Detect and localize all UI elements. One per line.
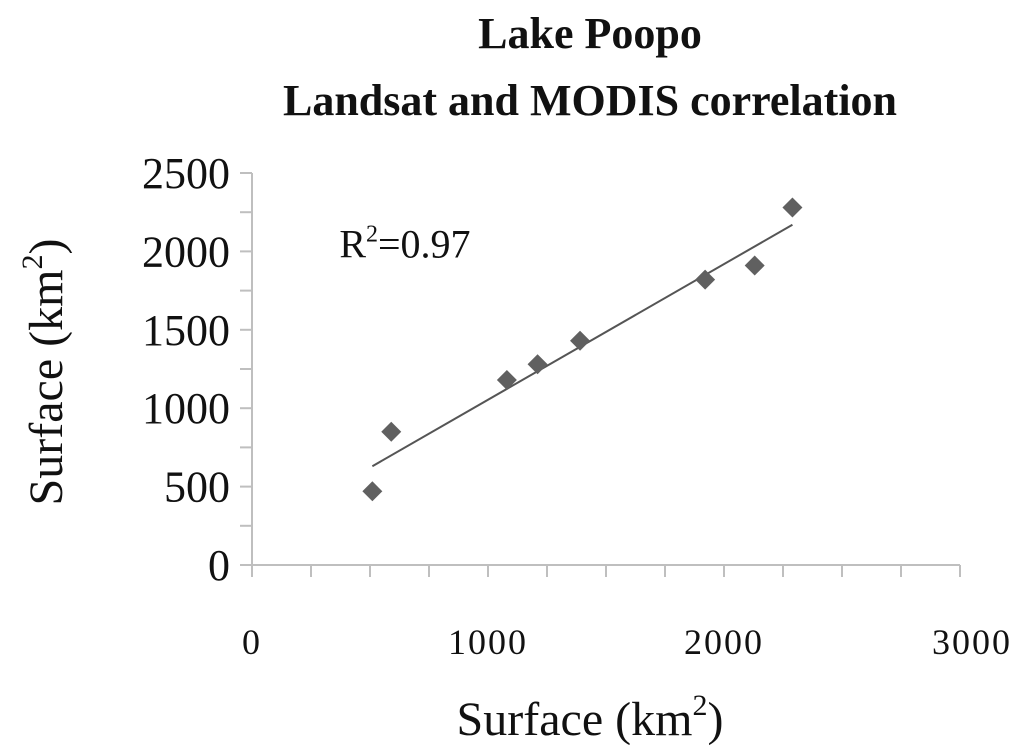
data-point: [782, 197, 803, 218]
chart-title-line-1: Lake Poopo: [478, 9, 702, 58]
y-axis-label-close: ): [20, 239, 73, 255]
data-point: [381, 421, 402, 442]
annotation-r-superscript: 2: [366, 222, 378, 248]
y-axis-label-text: Surface (km: [20, 270, 73, 506]
y-tick-label: 2500: [142, 149, 230, 198]
y-tick-label: 2000: [142, 227, 230, 276]
y-tick-label: 500: [164, 463, 230, 512]
data-points: [362, 197, 803, 502]
y-axis-label: Surface (km2): [16, 239, 73, 506]
y-axis-label-superscript: 2: [16, 255, 49, 270]
r-squared-annotation: R2=0.97: [339, 222, 470, 267]
y-tick-label: 1000: [142, 384, 230, 433]
x-axis-label: Surface (km2): [457, 689, 724, 746]
annotation-value: =0.97: [378, 222, 471, 267]
x-tick-label: 3000: [932, 622, 1012, 662]
annotation-r: R: [339, 222, 366, 267]
y-axis-tick-labels: 0 500 1000 1500 2000 2500: [142, 149, 230, 590]
data-point: [744, 255, 765, 276]
data-point: [570, 330, 591, 351]
data-point: [362, 481, 383, 502]
chart-title: Lake Poopo Landsat and MODIS correlation: [283, 9, 897, 125]
data-point: [527, 354, 548, 375]
x-tick-label: 1000: [448, 622, 528, 662]
x-axis-label-close: ): [707, 693, 723, 746]
x-axis-tick-labels: 0 1000 2000 3000: [242, 622, 1012, 662]
chart-title-line-2: Landsat and MODIS correlation: [283, 76, 897, 125]
data-point: [496, 369, 517, 390]
y-tick-label: 1500: [142, 306, 230, 355]
x-tick-label: 2000: [684, 622, 764, 662]
data-point: [695, 269, 716, 290]
x-tick-label: 0: [242, 622, 262, 662]
y-axis-ticks: [240, 172, 252, 566]
x-axis-label-text: Surface (km: [457, 693, 693, 746]
x-axis-ticks: [251, 565, 961, 577]
y-tick-label: 0: [208, 541, 230, 590]
x-axis-label-superscript: 2: [692, 689, 707, 722]
